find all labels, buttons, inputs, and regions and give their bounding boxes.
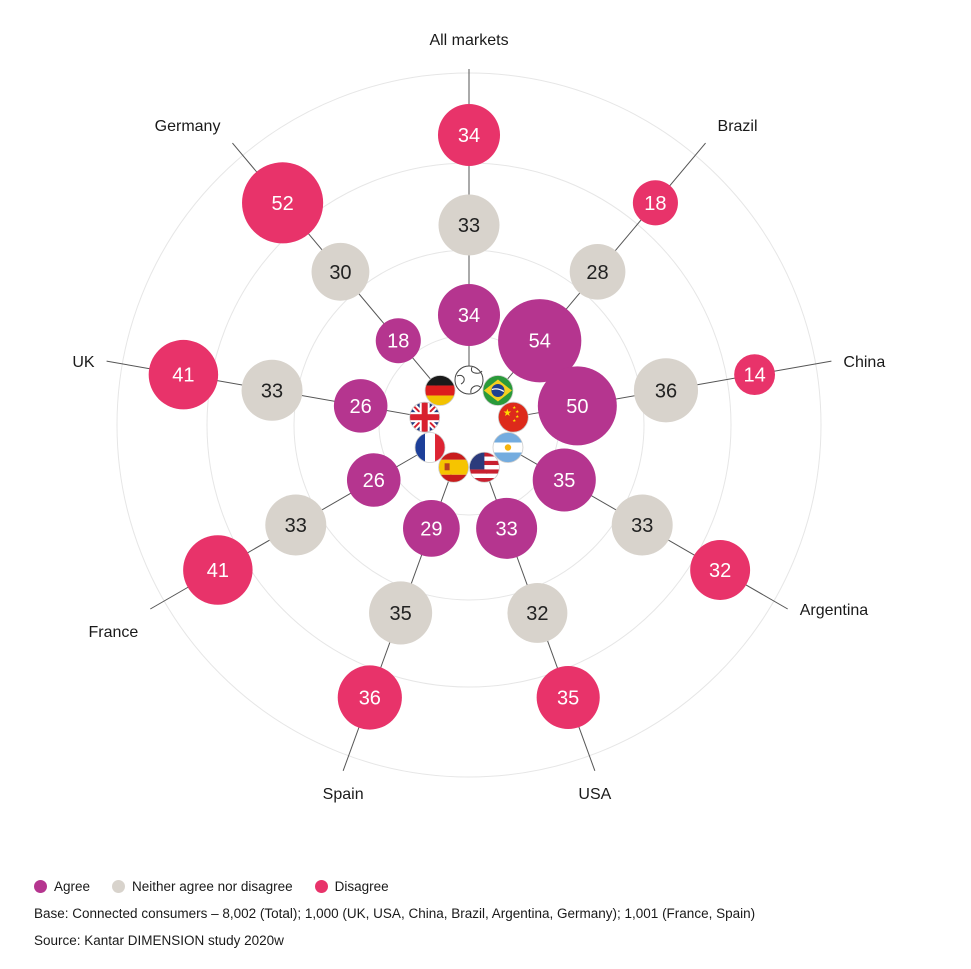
legend-item-disagree: Disagree (314, 879, 389, 894)
china-flag-icon: ★ ★★★★ (497, 401, 529, 433)
market-label-china: China (843, 354, 885, 371)
bubble-disagree-germany: 52 (242, 162, 324, 244)
bubble-agree-france: 26 (346, 453, 401, 507)
svg-text:★: ★ (515, 414, 519, 420)
source-footnote: Source: Kantar DIMENSION study 2020w (34, 933, 284, 948)
bubble-disagree-uk: 41 (148, 339, 219, 410)
data-label: 54 (529, 331, 551, 353)
bubble-agree-germany: 18 (375, 318, 421, 364)
svg-text:★: ★ (503, 408, 512, 419)
data-label: 36 (359, 688, 381, 710)
legend-label-disagree: Disagree (334, 879, 389, 894)
bubble-agree-argentina: 35 (532, 448, 596, 512)
spain-flag-icon (438, 451, 470, 483)
spoke-lines (106, 69, 832, 771)
bubble-disagree-china: 14 (734, 354, 776, 396)
data-label: 33 (261, 380, 283, 402)
market-label-germany: Germany (155, 118, 221, 135)
argentina-flag-icon (492, 432, 524, 463)
data-label: 26 (350, 396, 372, 418)
germany-flag-icon (424, 375, 456, 406)
market-label-france: France (89, 624, 139, 641)
svg-text:★: ★ (512, 405, 516, 411)
globe-icon (454, 365, 484, 395)
brazil-flag-icon (482, 375, 514, 406)
data-label: 33 (285, 515, 307, 537)
bubble-disagree-brazil: 18 (632, 180, 678, 226)
bubble-agree-spain: 29 (403, 499, 460, 557)
legend-label-agree: Agree (54, 879, 91, 894)
disagree-dot-icon (314, 880, 328, 893)
bubble-disagree-usa: 35 (536, 665, 600, 730)
bubble-agree-usa: 33 (476, 497, 538, 559)
usa-flag-icon (468, 451, 500, 483)
data-label: 35 (553, 470, 575, 492)
legend-label-neither: Neither agree nor disagree (132, 879, 293, 894)
bubbles: 34 33 34 54 28 18 50 36 14 35 33 32 33 32 35 29 35 36 26 33… (148, 103, 776, 730)
bubble-neither-all-markets: 33 (438, 194, 500, 256)
bubble-neither-france: 33 (265, 494, 327, 556)
data-label: 33 (631, 515, 653, 537)
svg-text:★: ★ (515, 409, 519, 415)
market-label-all-markets: All markets (429, 32, 508, 49)
data-label: 33 (458, 215, 480, 237)
market-label-spain: Spain (323, 786, 364, 803)
data-label: 41 (172, 365, 194, 387)
data-label: 32 (709, 560, 731, 582)
data-label: 26 (363, 470, 385, 492)
legend: Agree Neither agree nor disagree Disagre… (34, 879, 411, 894)
data-label: 34 (458, 305, 480, 327)
market-label-argentina: Argentina (800, 602, 869, 619)
data-label: 50 (566, 396, 588, 418)
data-label: 28 (586, 262, 608, 284)
bubble-agree-china: 50 (537, 366, 617, 446)
flags: ★ ★★★★ (409, 365, 529, 483)
data-label: 35 (557, 688, 579, 710)
bubble-neither-uk: 33 (241, 359, 303, 421)
data-label: 29 (420, 518, 442, 540)
bubble-neither-china: 36 (633, 358, 699, 423)
neither-dot-icon (112, 880, 126, 893)
data-label: 14 (743, 365, 765, 387)
market-labels: All markets Brazil China Argentina USA Spain F… (72, 32, 885, 803)
market-label-usa: USA (578, 786, 611, 803)
market-label-brazil: Brazil (718, 118, 758, 135)
bubble-disagree-spain: 36 (337, 665, 402, 730)
data-label: 52 (271, 193, 293, 215)
legend-item-agree: Agree (34, 879, 90, 894)
bubble-neither-germany: 30 (311, 242, 370, 301)
bubble-neither-usa: 32 (507, 582, 568, 643)
data-label: 32 (526, 603, 548, 625)
svg-text:★: ★ (512, 418, 516, 424)
data-label: 34 (458, 125, 480, 147)
bubble-disagree-argentina: 32 (690, 540, 751, 600)
data-label: 35 (389, 603, 411, 625)
base-footnote: Base: Connected consumers – 8,002 (Total… (34, 906, 756, 921)
agree-dot-icon (34, 880, 47, 893)
bubble-neither-brazil: 28 (569, 243, 626, 300)
data-label: 18 (644, 193, 666, 215)
legend-item-neither: Neither agree nor disagree (112, 879, 293, 894)
france-flag-icon (414, 432, 446, 463)
radial-bubble-chart: 34 33 34 54 28 18 50 36 14 35 33 32 33 32 35 29 35 36 26 33… (72, 32, 885, 803)
bubble-neither-argentina: 33 (611, 494, 673, 556)
bubble-agree-brazil: 54 (498, 299, 582, 383)
data-label: 41 (207, 560, 229, 582)
uk-flag-icon (409, 401, 441, 433)
data-label: 36 (655, 380, 677, 402)
data-label: 30 (329, 262, 351, 284)
bubble-agree-all-markets: 34 (437, 283, 501, 347)
market-label-uk: UK (72, 354, 95, 371)
bubble-neither-spain: 35 (369, 581, 433, 645)
bubble-disagree-all-markets: 34 (437, 103, 501, 167)
bubble-agree-uk: 26 (333, 379, 388, 433)
data-label: 33 (495, 518, 517, 540)
data-label: 18 (387, 331, 409, 353)
bubble-disagree-france: 41 (183, 535, 253, 605)
